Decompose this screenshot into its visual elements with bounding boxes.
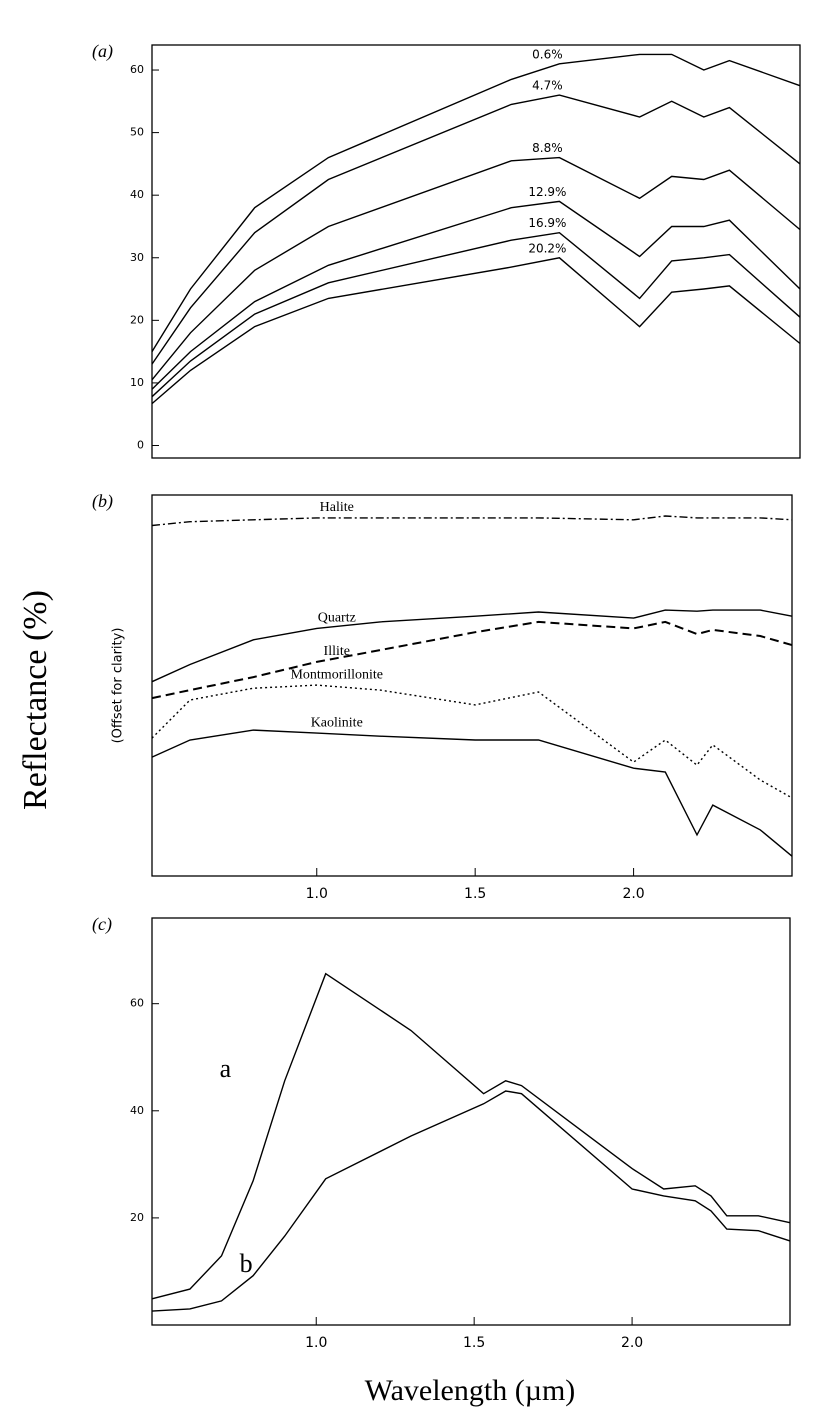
- series-label: 16.9%: [528, 216, 566, 230]
- y-tick-label: 10: [130, 376, 144, 389]
- y-tick-label: 40: [130, 188, 144, 201]
- series-label: Kaolinite: [311, 715, 363, 730]
- series-line: [151, 94, 801, 365]
- series-line: [151, 729, 793, 857]
- series-line: [151, 972, 791, 1300]
- y-tick-label: 40: [130, 1104, 144, 1117]
- series-label: a: [220, 1054, 232, 1083]
- y-tick-label: 20: [130, 313, 144, 326]
- x-tick-label: 2.0: [622, 886, 644, 902]
- y-tick-label: 20: [130, 1211, 144, 1224]
- series-line: [151, 257, 801, 405]
- y-tick-label: 0: [137, 438, 144, 451]
- series-label: Montmorillonite: [290, 667, 383, 682]
- x-tick-label: 1.0: [306, 886, 328, 902]
- y-tick-label: 60: [130, 997, 144, 1010]
- plot-frame: [151, 44, 801, 459]
- x-tick-label: 1.5: [463, 1335, 485, 1351]
- x-tick-label: 1.5: [464, 886, 486, 902]
- series-label: Illite: [324, 644, 350, 659]
- series-line: [151, 231, 801, 398]
- series-line: [151, 620, 793, 700]
- series-label: b: [240, 1249, 253, 1278]
- plot-frame: [151, 494, 793, 877]
- series-line: [151, 156, 801, 381]
- series-line: [151, 200, 801, 390]
- y-tick-label: 50: [130, 126, 144, 139]
- y-axis-label: Reflectance (%): [17, 590, 54, 810]
- panel-label: (a): [92, 41, 113, 62]
- y-tick-label: 30: [130, 251, 144, 264]
- series-label: Halite: [320, 500, 354, 515]
- series-label: 12.9%: [528, 185, 566, 199]
- panel-label: (c): [92, 914, 112, 935]
- panel-y-label: (Offset for clarity): [111, 628, 126, 744]
- series-label: 4.7%: [532, 79, 563, 93]
- series-line: [151, 684, 793, 799]
- plot-frame: [151, 917, 791, 1326]
- x-tick-label: 1.0: [305, 1335, 327, 1351]
- series-line: [151, 609, 793, 683]
- series-label: 0.6%: [532, 47, 563, 61]
- series-line: [151, 1090, 791, 1312]
- x-tick-label: 2.0: [621, 1335, 643, 1351]
- series-line: [151, 53, 801, 352]
- series-label: 20.2%: [528, 241, 566, 255]
- y-tick-label: 60: [130, 63, 144, 76]
- series-label: 8.8%: [532, 141, 563, 155]
- panel-label: (b): [92, 491, 113, 512]
- x-axis-label: Wavelength (µm): [365, 1374, 576, 1407]
- series-label: Quartz: [318, 611, 356, 626]
- series-line: [151, 515, 793, 527]
